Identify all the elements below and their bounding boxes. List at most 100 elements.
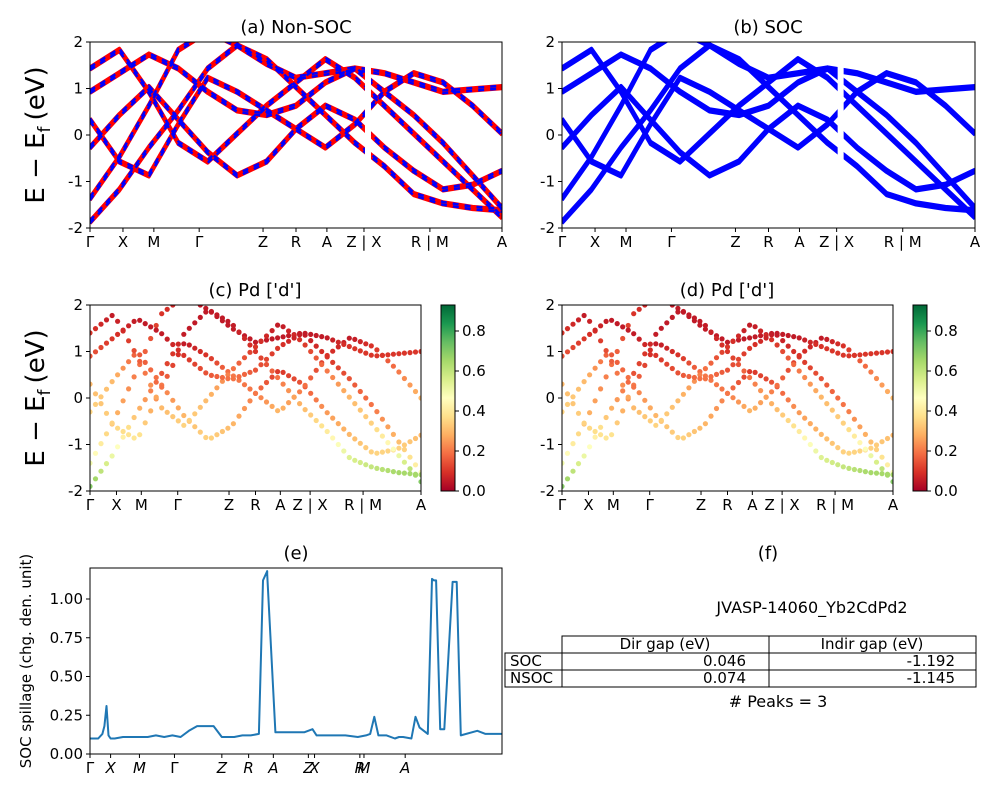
band-point [884, 462, 891, 468]
band-point [230, 322, 236, 329]
band-point [396, 453, 402, 459]
xtick-label: A [322, 233, 333, 251]
band-point [664, 424, 670, 430]
band-point [570, 394, 576, 400]
band-point [702, 322, 709, 329]
colorbar-label: 0.4 [462, 402, 486, 420]
band-point [230, 326, 236, 332]
band-point [280, 381, 286, 387]
band-point [258, 362, 264, 368]
band-point [230, 376, 236, 382]
panel-b-yticks: 2 1 0 -1 -2 [540, 33, 562, 237]
band-point [691, 428, 698, 435]
xtick-label: X [590, 233, 600, 251]
xtick-label: M [133, 759, 146, 777]
band-point [592, 365, 598, 371]
panel-e-yticks: 1.00 0.75 0.50 0.25 0.00 [50, 590, 90, 763]
xtick-label: A [497, 233, 508, 251]
band-point [208, 435, 214, 441]
band-point [159, 370, 165, 376]
band-point [335, 421, 341, 427]
band-point [181, 422, 187, 428]
band-point [691, 315, 698, 321]
band-point [675, 305, 681, 311]
band-point [90, 483, 93, 489]
panel-a-ylabel: E − Ef(eV) [21, 66, 55, 203]
band-point [374, 465, 380, 471]
xtick-label: Γ [558, 233, 567, 251]
band-point [625, 327, 631, 333]
band-point [352, 436, 358, 442]
band-point [346, 335, 352, 341]
band-point [412, 462, 419, 468]
band-point [225, 376, 231, 382]
band-point [769, 332, 775, 338]
band-point [631, 331, 637, 337]
band-line [90, 51, 502, 115]
band-point [324, 428, 330, 435]
band-point [769, 379, 775, 385]
band-point [741, 336, 747, 342]
band-point [592, 327, 598, 333]
band-point [862, 469, 869, 475]
band-point [192, 424, 198, 430]
band-point [92, 401, 99, 407]
band-point [587, 372, 593, 378]
band-point [581, 420, 587, 426]
band-point [197, 429, 203, 435]
band-point [313, 343, 319, 349]
band-point [562, 330, 565, 336]
colorbar-label: 0.8 [462, 322, 486, 340]
band-point [774, 407, 780, 413]
band-point [857, 440, 863, 446]
panel-f-material: JVASP-14060_Yb2CdPd2 [715, 598, 907, 618]
band-point [263, 333, 270, 339]
band-point [873, 470, 880, 476]
band-point [203, 352, 209, 358]
band-point [258, 385, 264, 391]
band-point [164, 361, 170, 367]
band-point [598, 323, 604, 329]
band-point [564, 326, 571, 332]
band-point [648, 298, 653, 303]
band-point [142, 321, 148, 327]
band-point [153, 379, 159, 385]
band-point [620, 367, 626, 373]
band-point [275, 408, 281, 414]
band-point [291, 394, 297, 400]
band-point [236, 374, 242, 380]
band-point [879, 471, 885, 477]
band-point [702, 421, 709, 427]
band-point [341, 370, 347, 376]
band-point [653, 422, 659, 428]
band-point [263, 361, 270, 368]
band-point [368, 352, 374, 358]
band-point [181, 341, 187, 347]
band-point [319, 361, 325, 368]
band-point [780, 390, 786, 396]
band-point [269, 374, 275, 380]
band-point [297, 337, 303, 343]
band-point [857, 358, 863, 364]
xtick-label: A [267, 759, 278, 777]
band-point [252, 339, 259, 345]
band-point [620, 408, 626, 414]
xtick-label: M [620, 233, 633, 251]
band-point [374, 409, 380, 415]
band-point [286, 388, 292, 394]
panel-d-frame [561, 304, 894, 492]
band-point [363, 462, 369, 468]
band-point [374, 427, 380, 433]
band-point [115, 425, 121, 431]
xtick-label: Γ [174, 496, 183, 514]
band-point [840, 420, 846, 426]
band-point [263, 399, 270, 405]
band-point [631, 370, 637, 376]
band-point [214, 312, 220, 318]
band-point [675, 352, 681, 358]
band-point [730, 395, 736, 401]
band-point [225, 318, 231, 324]
xtick-label: Z [224, 496, 234, 514]
